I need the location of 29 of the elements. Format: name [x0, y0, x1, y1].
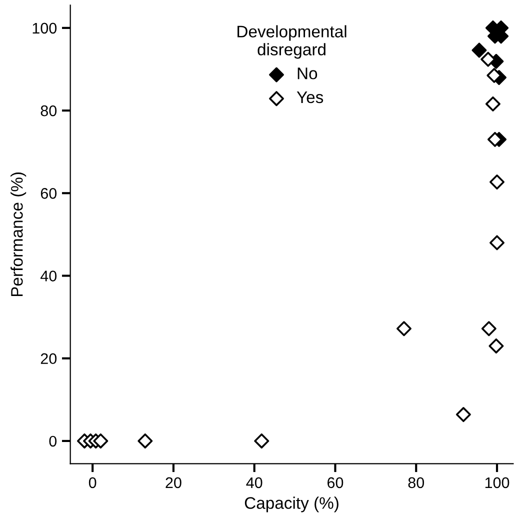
point — [485, 96, 500, 112]
x-axis-title: Capacity (%) — [244, 496, 338, 512]
x-tick-label: 0 — [88, 477, 96, 488]
point — [138, 433, 153, 448]
point — [490, 235, 504, 250]
y-tick-label: 0 — [49, 436, 57, 447]
legend-title: Developmental disregard — [238, 25, 346, 59]
point — [481, 321, 496, 336]
y-tick-label: 40 — [40, 270, 57, 282]
y-tick-label: 20 — [40, 353, 57, 364]
y-tick-label: 80 — [40, 105, 57, 116]
x-tick-label: 100 — [485, 477, 510, 488]
point — [488, 338, 504, 354]
point — [490, 174, 504, 190]
point — [396, 321, 412, 336]
x-tick-label: 60 — [328, 477, 344, 488]
x-tick-label: 80 — [408, 477, 424, 488]
point — [456, 407, 471, 422]
point — [254, 433, 270, 448]
y-axis-title: Performance (%) — [10, 172, 26, 296]
y-tick-label: 100 — [32, 22, 57, 34]
point — [472, 42, 487, 58]
legend-label: Yes — [296, 92, 324, 104]
y-tick-label: 60 — [40, 188, 57, 199]
legend-label: No — [298, 68, 318, 80]
x-tick-label: 20 — [166, 477, 182, 488]
x-tick-label: 40 — [246, 477, 262, 488]
point — [487, 132, 502, 147]
point — [93, 433, 108, 448]
